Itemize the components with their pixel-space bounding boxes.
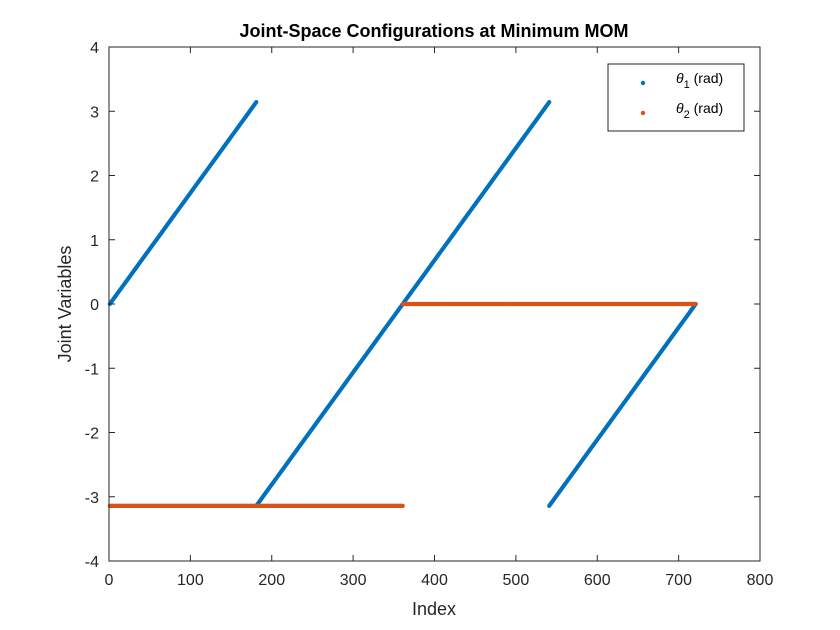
x-tick-label: 300: [340, 572, 367, 589]
x-axis-title: Index: [412, 599, 456, 619]
data-point: [693, 301, 698, 307]
y-tick-label: 3: [90, 104, 99, 121]
y-tick-label: 1: [90, 233, 99, 250]
legend-theta2-symbol: θ: [676, 100, 684, 116]
legend-theta2-subscript: 2: [684, 109, 690, 121]
y-tick-label: -2: [85, 426, 99, 443]
legend-marker-theta2: [640, 110, 646, 116]
legend-box: [607, 63, 745, 132]
y-axis: -4 -3 -2 -1 0 1 2 3 4: [85, 40, 760, 571]
legend-entry-theta2: θ2 (rad): [676, 100, 723, 121]
x-tick-label: 800: [747, 572, 774, 589]
series-2: [107, 301, 698, 508]
x-tick-label: 0: [105, 572, 114, 589]
data-point: [254, 100, 259, 105]
y-tick-label: 0: [90, 297, 99, 314]
series-1: [107, 100, 698, 508]
x-tick-label: 600: [584, 572, 611, 589]
legend-entry-theta1: θ1 (rad): [676, 70, 723, 91]
data-marks: [107, 100, 698, 508]
x-tick-label: 400: [421, 572, 448, 589]
x-tick-label: 700: [665, 572, 692, 589]
y-tick-label: -1: [85, 361, 99, 378]
y-axis-title: Joint Variables: [55, 246, 75, 363]
x-tick-label: 200: [258, 572, 285, 589]
legend: θ1 (rad) θ2 (rad): [607, 63, 745, 132]
data-point: [547, 100, 552, 105]
x-tick-label: 500: [503, 572, 530, 589]
data-point: [400, 503, 405, 508]
y-tick-label: -3: [85, 490, 99, 507]
legend-theta1-subscript: 1: [684, 79, 690, 91]
y-tick-label: 2: [90, 169, 99, 186]
y-tick-label: 4: [90, 40, 99, 57]
x-tick-label: 100: [177, 572, 204, 589]
legend-theta1-suffix: (rad): [690, 70, 723, 86]
y-tick-label: -4: [85, 554, 99, 571]
x-axis: 0 100 200 300 400 500 600 700 800: [105, 47, 774, 589]
legend-theta2-suffix: (rad): [690, 100, 723, 116]
chart-title: Joint-Space Configurations at Minimum MO…: [239, 21, 628, 41]
legend-marker-theta1: [640, 80, 646, 86]
legend-theta1-symbol: θ: [676, 70, 684, 86]
